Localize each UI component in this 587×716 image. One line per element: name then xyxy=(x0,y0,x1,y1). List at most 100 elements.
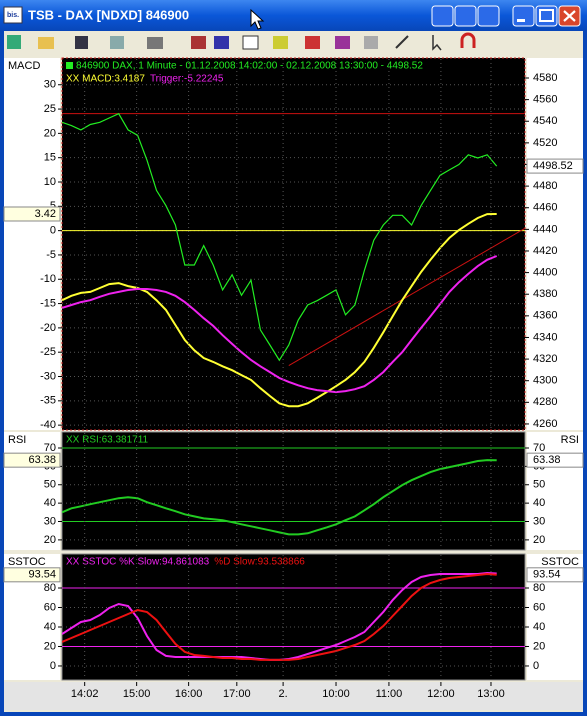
y2-tick-label: 4580 xyxy=(533,72,557,84)
y-tick-label: 5 xyxy=(50,200,56,212)
x-tick-label: 12:00 xyxy=(427,688,455,700)
charts: MACD302520151050-5-10-15-20-25-30-35-404… xyxy=(3,57,584,710)
x-tick-label: 10:00 xyxy=(322,688,350,700)
tool-icon[interactable] xyxy=(335,36,350,49)
tool-icon[interactable] xyxy=(75,36,88,49)
close-glyph xyxy=(563,10,576,22)
current-value-box xyxy=(3,206,61,222)
y2-tick-label: 4560 xyxy=(533,94,557,106)
mouse-cursor xyxy=(250,8,265,30)
config-button[interactable] xyxy=(454,5,477,27)
tool-icon[interactable] xyxy=(364,36,378,49)
minimize-button[interactable] xyxy=(512,5,535,27)
plot-layer xyxy=(62,84,525,426)
x-tick-label: 16:00 xyxy=(175,688,203,700)
tool-icon[interactable] xyxy=(214,36,229,49)
edit-button[interactable] xyxy=(477,5,500,27)
y-tick-label: 30 xyxy=(44,79,56,91)
tile-button[interactable] xyxy=(431,5,454,27)
current-value-label: 4498.52 xyxy=(533,160,573,172)
tool-icon[interactable] xyxy=(7,35,21,49)
maximize-glyph xyxy=(539,9,554,22)
y2-tick-label: 4360 xyxy=(533,310,557,322)
y-tick-label-right: 70 xyxy=(533,442,545,454)
right-axis-area xyxy=(527,58,583,430)
current-value-label: 3.42 xyxy=(35,208,56,220)
x-tick-label: 11:00 xyxy=(376,688,403,700)
y-tick-label: 60 xyxy=(44,601,56,613)
series-line xyxy=(62,112,498,362)
tool-icon[interactable] xyxy=(242,35,259,50)
plot-area xyxy=(61,431,526,551)
y-tick-label: -5 xyxy=(46,249,56,261)
legend-swatch xyxy=(66,62,73,69)
series-line xyxy=(62,572,497,661)
legend-label: XX SSTOC %K Slow:94.861083 xyxy=(66,557,210,568)
y-tick-label: -30 xyxy=(40,370,56,382)
y2-tick-label: 4280 xyxy=(533,396,557,408)
tool-icon[interactable] xyxy=(395,35,409,49)
legend-label: %D Slow:93.538866 xyxy=(214,557,305,568)
x-tick-label: 17:00 xyxy=(223,688,251,700)
current-value-box xyxy=(526,452,584,468)
current-value-label: 93.54 xyxy=(533,569,561,581)
y2-tick-label: 4260 xyxy=(533,418,557,430)
toolbar xyxy=(7,32,476,51)
tool-icon[interactable] xyxy=(273,36,288,49)
current-value-box xyxy=(3,452,61,468)
y-tick-label: 20 xyxy=(44,127,56,139)
y-tick-label: -20 xyxy=(40,322,56,334)
y-tick-label: -40 xyxy=(40,419,56,431)
tool-icon[interactable] xyxy=(460,32,476,48)
plot-area xyxy=(61,553,526,681)
legend-label: XX RSI:63.381711 xyxy=(66,435,149,446)
tool-icon[interactable] xyxy=(38,37,54,49)
x-tick-label: 14:02 xyxy=(71,688,99,700)
legend-label: Trigger:-5.22245 xyxy=(150,74,224,85)
y-tick-label: 25 xyxy=(44,103,56,115)
plot-layer xyxy=(62,447,525,541)
tool-icon[interactable] xyxy=(305,36,320,49)
minimize-glyph xyxy=(517,19,525,22)
y2-tick-label: 4440 xyxy=(533,223,557,235)
series-line xyxy=(62,459,497,536)
y2-tick-label: 4480 xyxy=(533,180,557,192)
y2-axis-title: RSI xyxy=(561,434,579,446)
y-tick-label: -35 xyxy=(40,395,56,407)
y-tick-label-right: 20 xyxy=(533,640,545,652)
y-tick-label-right: 30 xyxy=(533,515,545,527)
y-tick-label-right: 0 xyxy=(533,660,539,672)
tool-icon[interactable] xyxy=(147,37,163,49)
y-tick-label: 80 xyxy=(44,582,56,594)
plot-area xyxy=(61,57,526,431)
y-axis-title: MACD xyxy=(8,60,40,72)
plot-layer xyxy=(62,571,525,667)
y-tick-label: 50 xyxy=(44,479,56,491)
y-tick-label-right: 20 xyxy=(533,534,545,546)
tool-icon[interactable] xyxy=(191,36,206,49)
tool-icon[interactable] xyxy=(110,36,124,49)
x-tick-label: 2. xyxy=(279,688,288,700)
app-icon xyxy=(3,6,23,24)
app-icon-text: bis. xyxy=(7,12,19,19)
y-tick-label: 0 xyxy=(50,225,56,237)
y-tick-label-right: 50 xyxy=(533,479,545,491)
y2-tick-label: 4420 xyxy=(533,245,557,257)
y-tick-label: 20 xyxy=(44,534,56,546)
y-tick-label: -10 xyxy=(40,273,56,285)
y-tick-label-right: 40 xyxy=(533,497,545,509)
y2-tick-label: 4520 xyxy=(533,137,557,149)
x-axis-area xyxy=(4,682,583,710)
legend-label: 846900 DAX, 1 Minute - 01.12.2008 14:02:… xyxy=(76,61,423,72)
y-tick-label: 0 xyxy=(50,660,56,672)
x-tick-label: 15:00 xyxy=(123,688,151,700)
left-axis-area xyxy=(4,58,60,430)
y-tick-label: -25 xyxy=(40,346,56,358)
y-tick-label-right: 80 xyxy=(533,582,545,594)
current-value-label: 63.38 xyxy=(28,454,56,466)
current-value-box xyxy=(526,567,584,583)
tool-icon[interactable] xyxy=(432,35,442,51)
y2-tick-label: 4300 xyxy=(533,375,557,387)
series-line xyxy=(62,255,498,394)
